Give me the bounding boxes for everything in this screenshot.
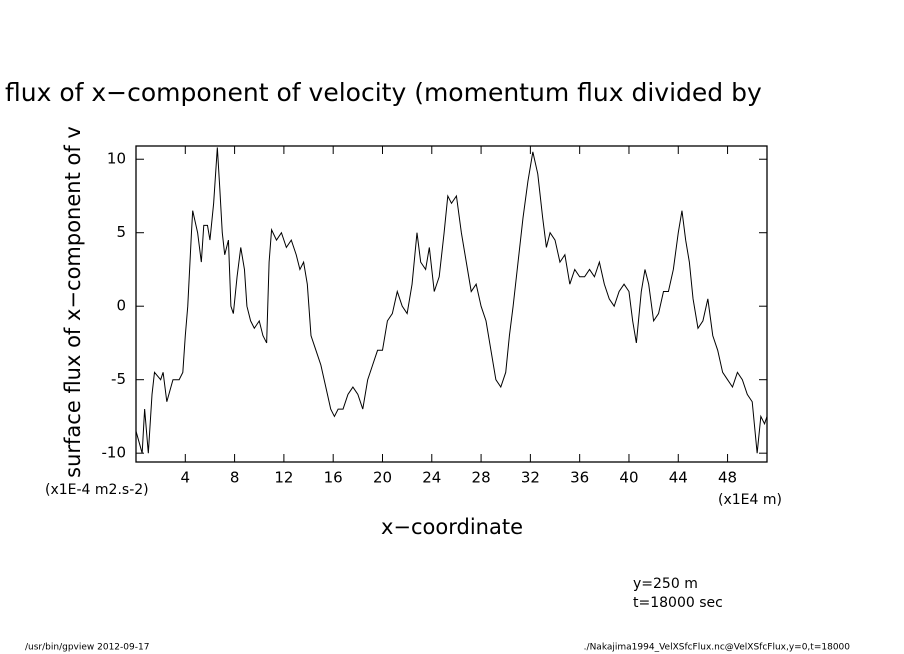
x-units: (x1E4 m) — [718, 492, 782, 508]
x-tick-label: 44 — [669, 469, 688, 487]
x-tick-label: 36 — [570, 469, 589, 487]
y-tick-label: 0 — [116, 297, 126, 315]
x-tick-label: 12 — [274, 469, 293, 487]
annotation: y=250 m — [633, 576, 698, 592]
x-tick-label: 8 — [230, 469, 240, 487]
x-tick-label: 32 — [521, 469, 540, 487]
plot-frame — [135, 145, 768, 463]
x-tick-label: 48 — [718, 469, 737, 487]
x-tick-label: 24 — [422, 469, 441, 487]
x-tick-label: 16 — [324, 469, 343, 487]
y-tick-label: 5 — [116, 223, 126, 241]
y-tick-label: -10 — [102, 444, 127, 462]
y-axis-label: surface flux of x−component of v — [61, 126, 85, 478]
chart-title: flux of x−component of velocity (momentu… — [5, 78, 762, 107]
footer: /usr/bin/gpview 2012-09-17 — [25, 643, 149, 653]
y-tick-label: -5 — [111, 370, 126, 388]
y-units: (x1E-4 m2.s-2) — [45, 482, 149, 498]
x-axis-label: x−coordinate — [381, 515, 523, 539]
y-tick-label: 10 — [107, 150, 126, 168]
x-tick-label: 4 — [181, 469, 191, 487]
annotation: t=18000 sec — [633, 595, 723, 611]
data-line — [135, 147, 768, 454]
x-tick-label: 20 — [373, 469, 392, 487]
footer: ./Nakajima1994_VelXSfcFlux.nc@VelXSfcFlu… — [584, 643, 851, 653]
x-tick-label: 28 — [472, 469, 491, 487]
x-tick-label: 40 — [619, 469, 638, 487]
